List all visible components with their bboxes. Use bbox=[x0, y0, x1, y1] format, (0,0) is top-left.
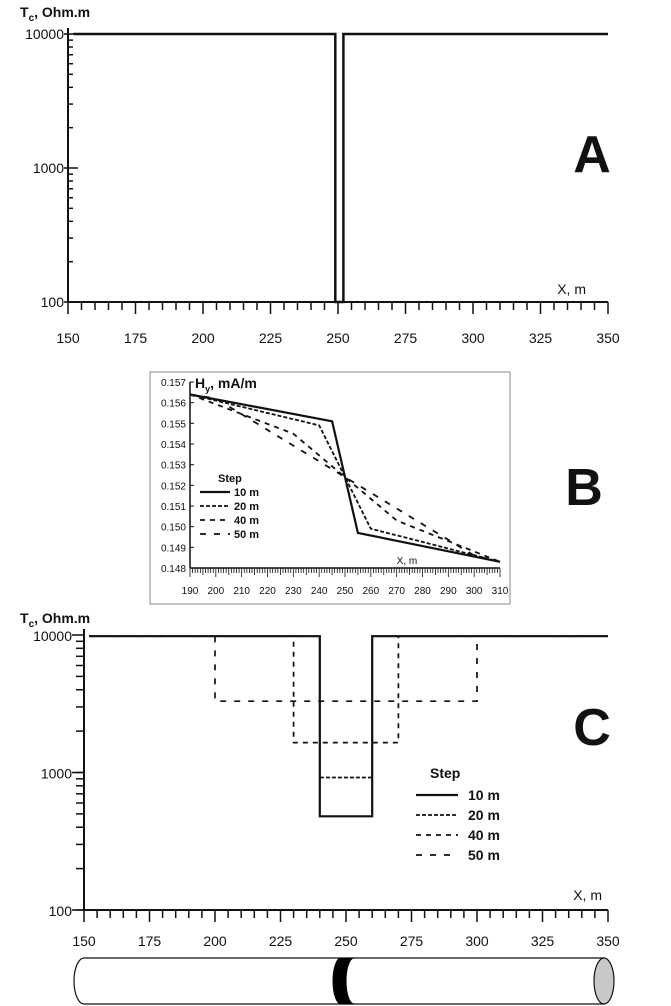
x-tick-label: 325 bbox=[531, 933, 555, 949]
x-tick-label: 250 bbox=[326, 330, 350, 346]
y-tick-label: 100 bbox=[49, 903, 73, 919]
x-tick-label: 190 bbox=[182, 586, 199, 597]
legend-label: 50 m bbox=[234, 529, 259, 541]
panel-label: C bbox=[573, 699, 611, 757]
y-tick-label: 1000 bbox=[33, 160, 64, 176]
panel-b-frame bbox=[149, 371, 511, 605]
x-tick-label: 220 bbox=[259, 586, 276, 597]
x-tick-label: 290 bbox=[440, 586, 457, 597]
y-tick-label: 10000 bbox=[33, 628, 72, 644]
series-line-2 bbox=[89, 635, 608, 744]
y-tick-label: 0.148 bbox=[161, 564, 186, 575]
legend-title: Step bbox=[430, 765, 460, 781]
y-axis-label: Tc, Ohm.m bbox=[20, 4, 90, 24]
series-line-0 bbox=[89, 635, 608, 818]
panel-c: 100 1000 10000 150 175 200 225 250 275 300 325 350 X… bbox=[20, 610, 620, 949]
x-tick-label: 240 bbox=[311, 586, 328, 597]
x-tick-label: 225 bbox=[259, 330, 283, 346]
y-axis-label-unit: , Ohm.m bbox=[34, 4, 90, 20]
legend-label: 10 m bbox=[468, 787, 500, 803]
legend-label: 50 m bbox=[468, 847, 500, 863]
x-tick-label: 250 bbox=[337, 586, 354, 597]
series-line-0 bbox=[189, 393, 501, 563]
x-tick-label: 310 bbox=[492, 586, 509, 597]
y-tick-label: 10000 bbox=[25, 26, 64, 42]
y-tick-label: 0.154 bbox=[161, 440, 186, 451]
y-tick-label: 0.150 bbox=[161, 523, 186, 534]
y-tick-label: 0.155 bbox=[161, 419, 186, 430]
series-line-2 bbox=[189, 393, 501, 563]
legend-label: 40 m bbox=[468, 827, 500, 843]
borehole-cylinder-diagram bbox=[73, 957, 615, 1005]
y-axis-label-subscript: c bbox=[29, 13, 35, 24]
y-tick-label: 0.151 bbox=[161, 502, 186, 513]
series-line-3 bbox=[89, 635, 608, 703]
x-axis-label: X, m bbox=[557, 281, 586, 297]
y-tick-label: 0.157 bbox=[161, 378, 186, 389]
legend-label: 40 m bbox=[234, 515, 259, 527]
panel-label: A bbox=[573, 126, 611, 184]
y-tick-label: 100 bbox=[41, 294, 65, 310]
legend-label: 10 m bbox=[234, 487, 259, 499]
x-tick-label: 275 bbox=[400, 933, 424, 949]
x-tick-label: 260 bbox=[362, 586, 379, 597]
x-tick-label: 300 bbox=[466, 586, 483, 597]
x-tick-label: 150 bbox=[72, 933, 96, 949]
y-axis-label: Tc, Ohm.m bbox=[20, 610, 90, 630]
y-axis-label-main: H bbox=[195, 375, 205, 391]
series-line-1 bbox=[189, 393, 501, 563]
fracture-zone-band bbox=[332, 957, 355, 1005]
y-axis-label-unit: , mA/m bbox=[210, 375, 257, 391]
x-tick-label: 350 bbox=[596, 933, 620, 949]
x-tick-label: 270 bbox=[388, 586, 405, 597]
series-line-1 bbox=[89, 635, 608, 779]
x-tick-label: 175 bbox=[124, 330, 148, 346]
y-axis-label-subscript: y bbox=[205, 384, 210, 394]
x-tick-label: 325 bbox=[529, 330, 553, 346]
x-axis-label: X, m bbox=[573, 887, 602, 903]
x-tick-label: 225 bbox=[269, 933, 293, 949]
x-tick-label: 280 bbox=[414, 586, 431, 597]
y-axis-label-main: T bbox=[20, 4, 29, 20]
x-tick-label: 200 bbox=[203, 933, 227, 949]
y-axis-label: Hy, mA/m bbox=[195, 375, 257, 394]
y-tick-label: 0.149 bbox=[161, 543, 186, 554]
x-tick-label: 350 bbox=[596, 330, 620, 346]
x-tick-label: 150 bbox=[56, 330, 80, 346]
y-tick-label: 0.156 bbox=[161, 399, 186, 410]
x-tick-label: 210 bbox=[233, 586, 250, 597]
legend-label: 20 m bbox=[468, 807, 500, 823]
y-axis-label-subscript: c bbox=[29, 619, 35, 630]
panel-a: 100 1000 10000 150 175 200 225 250 275 300 325 350 X… bbox=[20, 4, 620, 346]
x-tick-label: 300 bbox=[461, 330, 485, 346]
legend-label: 20 m bbox=[234, 501, 259, 513]
panel-b: 0.148 0.149 0.150 0.151 0.152 0.153 0.154 0.155… bbox=[149, 371, 603, 605]
x-tick-label: 275 bbox=[394, 330, 418, 346]
cylinder-end-cap bbox=[593, 957, 615, 1005]
x-axis-label: X, m bbox=[397, 556, 418, 567]
y-tick-label: 0.152 bbox=[161, 481, 186, 492]
series-line-0 bbox=[73, 32, 608, 304]
x-tick-label: 175 bbox=[138, 933, 162, 949]
panel-label: B bbox=[565, 459, 603, 517]
y-axis-label-main: T bbox=[20, 610, 29, 626]
x-tick-label: 300 bbox=[465, 933, 489, 949]
y-tick-label: 1000 bbox=[41, 766, 72, 782]
series-line-3 bbox=[189, 393, 501, 563]
legend-title: Step bbox=[218, 473, 242, 485]
x-tick-label: 230 bbox=[285, 586, 302, 597]
y-axis-label-unit: , Ohm.m bbox=[34, 610, 90, 626]
x-tick-label: 200 bbox=[207, 586, 224, 597]
x-tick-label: 250 bbox=[334, 933, 358, 949]
y-tick-label: 0.153 bbox=[161, 461, 186, 472]
x-tick-label: 200 bbox=[191, 330, 215, 346]
